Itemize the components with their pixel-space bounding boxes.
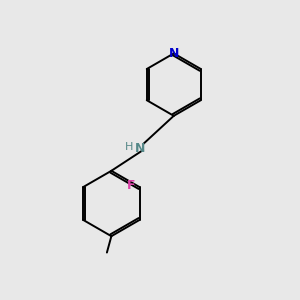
Text: F: F bbox=[127, 179, 136, 192]
Text: H: H bbox=[125, 142, 134, 152]
Text: N: N bbox=[135, 142, 146, 155]
Text: N: N bbox=[169, 47, 179, 60]
